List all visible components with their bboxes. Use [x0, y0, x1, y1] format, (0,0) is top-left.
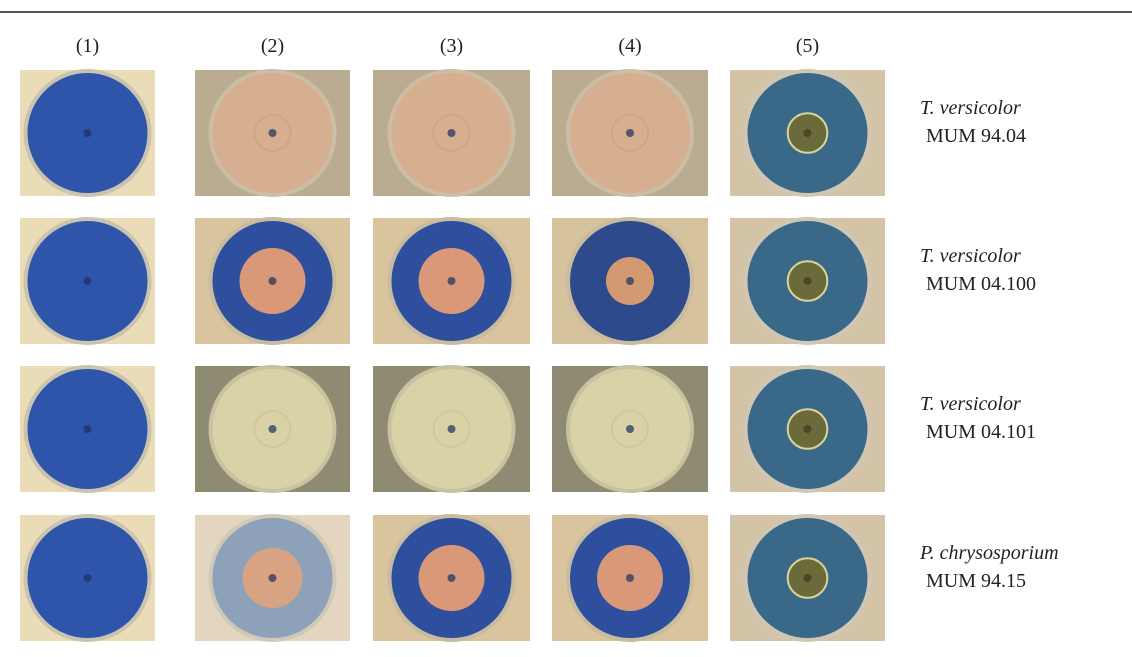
inoculum	[269, 129, 277, 137]
dish-photo	[552, 217, 708, 345]
inoculum	[84, 277, 92, 285]
column-header: (5)	[796, 35, 819, 57]
inoculum	[269, 277, 277, 285]
dish-photo	[373, 514, 530, 642]
inoculum	[269, 425, 277, 433]
strain-label: MUM 04.101	[926, 421, 1036, 443]
species-label: P. chrysosporium	[919, 542, 1059, 564]
inoculum	[448, 277, 456, 285]
figure-canvas: (1) (2) (3) (4) (5) T. versicolor MUM 94.04 T. …	[0, 0, 1132, 657]
dish-photo	[20, 69, 155, 197]
inoculum	[84, 129, 92, 137]
dish-photo	[730, 514, 885, 642]
species-label: T. versicolor	[920, 97, 1021, 119]
inoculum	[84, 574, 92, 582]
inoculum	[804, 129, 812, 137]
dish-photo	[730, 365, 885, 493]
inoculum	[804, 277, 812, 285]
column-header: (2)	[261, 35, 284, 57]
column-header: (4)	[618, 35, 641, 57]
dish-photo	[20, 217, 155, 345]
strain-label: MUM 04.100	[926, 273, 1036, 295]
dish-photo	[552, 514, 708, 642]
dish-photo	[20, 514, 155, 642]
inoculum	[269, 574, 277, 582]
dish-photo	[195, 514, 350, 642]
strain-label: MUM 94.04	[926, 125, 1026, 147]
inoculum	[448, 129, 456, 137]
dish-photo	[195, 69, 350, 197]
inoculum	[626, 277, 634, 285]
dish-photo	[195, 365, 350, 493]
dish-photo	[373, 365, 530, 493]
inoculum	[84, 425, 92, 433]
inoculum	[448, 574, 456, 582]
strain-label: MUM 94.15	[926, 570, 1026, 592]
dish-photo	[20, 365, 155, 493]
inoculum	[626, 574, 634, 582]
species-label: T. versicolor	[920, 245, 1021, 267]
inoculum	[626, 425, 634, 433]
inoculum	[448, 425, 456, 433]
dish-photo	[373, 69, 530, 197]
column-header: (1)	[76, 35, 99, 57]
dish-photo	[730, 69, 885, 197]
inoculum	[804, 574, 812, 582]
figure: (1) (2) (3) (4) (5) T. versicolor MUM 94.04 T. …	[0, 0, 1132, 657]
dish-photo	[373, 217, 530, 345]
inoculum	[804, 425, 812, 433]
dish-photo	[552, 69, 708, 197]
dish-photo	[195, 217, 350, 345]
dish-photo	[730, 217, 885, 345]
inoculum	[626, 129, 634, 137]
dish-photo	[552, 365, 708, 493]
species-label: T. versicolor	[920, 393, 1021, 415]
column-header: (3)	[440, 35, 463, 57]
